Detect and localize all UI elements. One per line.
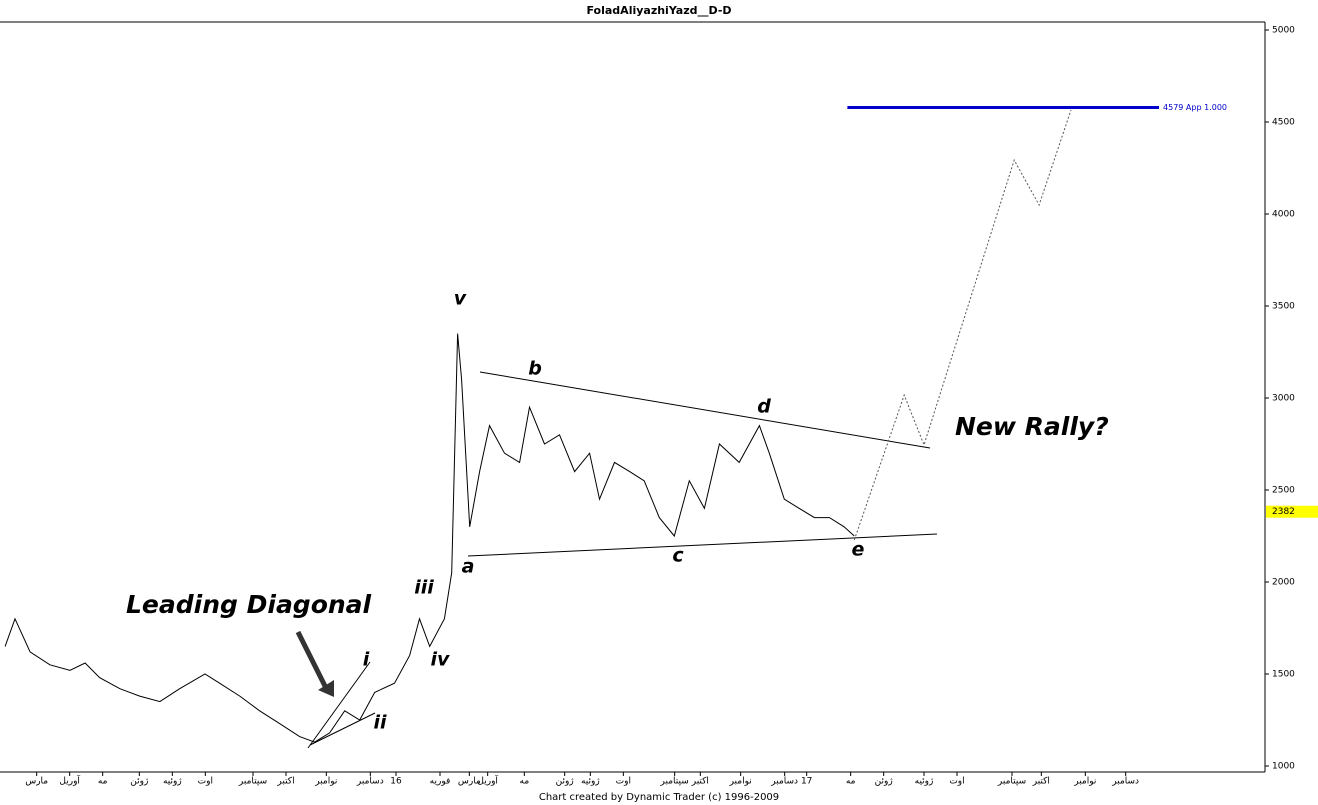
x-tick-label: ژوئن	[875, 777, 893, 787]
arrow-shaft	[295, 630, 329, 690]
x-tick-label: اوت	[949, 777, 964, 787]
annotation: Leading Diagonal	[126, 590, 372, 619]
x-tick-label: مه	[520, 777, 530, 787]
wave-label: i	[363, 649, 370, 671]
wave-label: iv	[431, 649, 451, 671]
wave-label: d	[757, 396, 771, 418]
x-tick-label: مه	[846, 777, 856, 787]
x-tick-label: فوریه	[430, 777, 451, 787]
last-price-box	[1266, 505, 1318, 518]
diagonal-lower	[309, 712, 376, 746]
y-tick-label: 4000	[1272, 210, 1295, 220]
x-tick-label: سپتامبر	[238, 777, 267, 787]
x-tick-label: اکتبر	[276, 777, 294, 787]
x-tick-label: مه	[98, 777, 108, 787]
x-tick-label: سپتامبر	[997, 777, 1026, 787]
triangle-lower	[467, 533, 938, 557]
triangle-upper	[479, 371, 931, 449]
x-tick-label: نوامبر	[1073, 777, 1096, 787]
projection-line	[853, 109, 1072, 541]
x-tick-label: نوامبر	[729, 777, 752, 787]
x-tick-label: ژوئیه	[915, 777, 934, 787]
x-tick-label: 16	[390, 777, 402, 787]
x-tick-label: اکتبر	[1032, 777, 1050, 787]
x-tick-label: ژوئیه	[581, 777, 600, 787]
wave-label: v	[454, 288, 467, 310]
x-tick-label: دسامبر	[770, 777, 798, 787]
y-tick-label: 5000	[1272, 26, 1295, 36]
x-tick-label: سپتامبر	[660, 777, 689, 787]
y-tick-label: 3000	[1272, 394, 1295, 404]
target-label: 4579 App 1.000	[1163, 103, 1227, 112]
x-tick-label: دسامبر	[1111, 777, 1139, 787]
wave-label: iii	[414, 577, 434, 599]
x-tick-label: مارس	[25, 777, 48, 787]
x-tick-label: اکتبر	[691, 777, 709, 787]
y-tick-label: 1500	[1272, 670, 1295, 680]
chart-title: FoladAliyazhiYazd__D-D	[586, 4, 731, 17]
y-tick-label: 3500	[1272, 302, 1295, 312]
x-tick-label: اوت	[198, 777, 213, 787]
x-tick-label: آوریل	[477, 775, 498, 787]
y-tick-label: 4500	[1272, 118, 1295, 128]
x-tick-label: نوامبر	[314, 777, 337, 787]
x-tick-label: ژوئن	[556, 777, 574, 787]
wave-label: ii	[373, 712, 387, 734]
y-tick-label: 2500	[1272, 486, 1295, 496]
x-tick-label: آوریل	[59, 775, 80, 787]
wave-label: c	[672, 545, 684, 567]
x-tick-label: 17	[801, 777, 812, 787]
wave-label: e	[852, 539, 865, 561]
price-line	[4, 333, 855, 743]
x-tick-label: دسامبر	[356, 777, 384, 787]
y-tick-label: 1000	[1272, 762, 1295, 772]
footer: Chart created by Dynamic Trader (c) 1996…	[539, 792, 779, 803]
wave-label: a	[462, 556, 475, 578]
diagonal-upper	[307, 661, 371, 749]
x-tick-label: مارس	[458, 777, 481, 787]
x-tick-label: ژوئیه	[163, 777, 182, 787]
wave-label: b	[528, 358, 542, 380]
x-tick-label: ژوئن	[130, 777, 148, 787]
x-tick-label: اوت	[616, 777, 631, 787]
arrow-head	[318, 680, 334, 697]
y-tick-label: 2000	[1272, 578, 1295, 588]
annotation: New Rally?	[955, 412, 1109, 441]
last-price-label: 2382	[1272, 507, 1295, 517]
